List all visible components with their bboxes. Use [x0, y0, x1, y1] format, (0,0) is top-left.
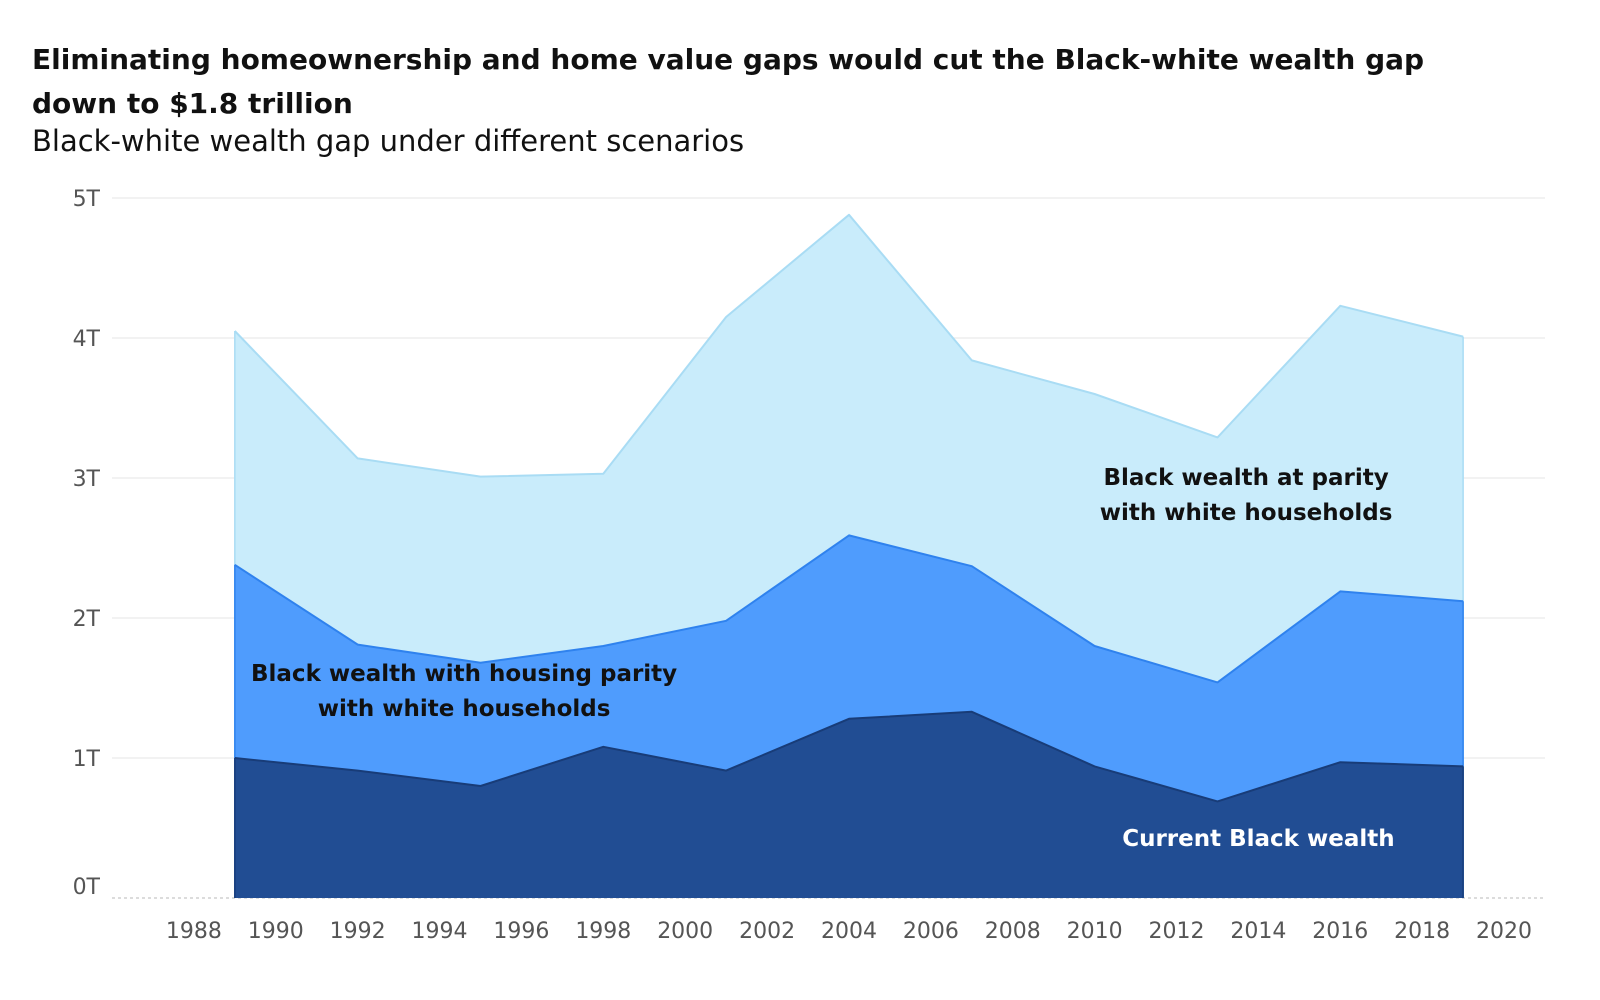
x-tick-label: 2004 [821, 919, 877, 944]
x-tick-label: 2010 [1067, 919, 1123, 944]
x-tick-label: 2014 [1230, 919, 1286, 944]
area-label-current: Current Black wealth [1122, 826, 1394, 852]
x-tick-label: 1996 [493, 919, 549, 944]
x-tick-label: 2008 [985, 919, 1041, 944]
y-tick-label: 4T [73, 327, 101, 352]
x-tick-label: 1990 [248, 919, 304, 944]
x-tick-label: 1998 [575, 919, 631, 944]
x-tick-label: 1988 [166, 919, 222, 944]
x-tick-label: 2006 [903, 919, 959, 944]
x-tick-label: 2020 [1476, 919, 1532, 944]
area-current [234, 711, 1464, 898]
x-tick-label: 2018 [1394, 919, 1450, 944]
y-tick-label: 3T [73, 467, 101, 492]
area-label-parity: Black wealth at parity with white househo… [1100, 465, 1393, 526]
area-series [234, 213, 1464, 899]
x-tick-label: 1994 [412, 919, 468, 944]
x-tick-label: 1992 [330, 919, 386, 944]
x-tick-label: 2012 [1149, 919, 1205, 944]
chart-title: Eliminating homeownership and home value… [32, 43, 1425, 120]
y-tick-label: 0T [73, 875, 101, 900]
y-tick-label: 1T [73, 747, 101, 772]
x-tick-label: 2002 [739, 919, 795, 944]
x-tick-label: 2000 [657, 919, 713, 944]
y-tick-label: 2T [73, 607, 101, 632]
series-line-housing [234, 534, 1464, 684]
series-line-parity [234, 213, 1464, 478]
series-line-current [234, 710, 1464, 803]
area-label-housing: Black wealth with housing parity with whi… [251, 661, 677, 722]
y-tick-label: 5T [73, 187, 101, 212]
x-tick-label: 2016 [1312, 919, 1368, 944]
area-labels: Black wealth at parity with white househo… [251, 465, 1395, 852]
chart-subtitle: Black-white wealth gap under different s… [32, 124, 745, 158]
y-axis: 0T 1T 2T 3T 4T 5T [73, 187, 101, 900]
x-axis: 1988 1990 1992 1994 1996 1998 2000 2002 2004 2006… [166, 919, 1532, 944]
